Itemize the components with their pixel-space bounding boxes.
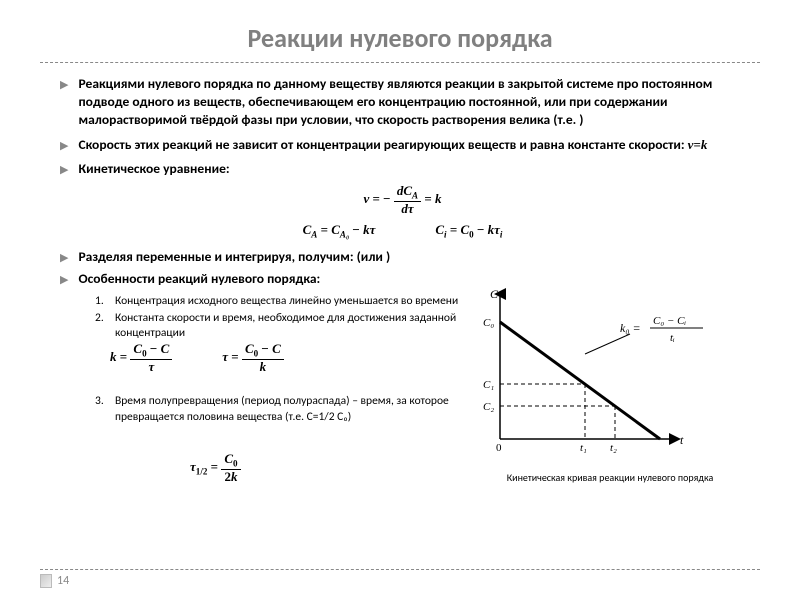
page-number: 14 xyxy=(40,574,760,588)
bullet-3-text: Кинетическое уравнение: xyxy=(78,160,745,178)
divider-top xyxy=(40,62,760,63)
bullet-2-label: Скорость этих реакций не зависит от конц… xyxy=(78,136,687,153)
bullet-4: ▶ Разделяя переменные и интегрируя, полу… xyxy=(60,248,745,266)
sublist-3: 3.Время полупревращения (период полурасп… xyxy=(95,394,475,425)
footer: 14 xyxy=(40,569,760,588)
svg-text:C₀: C₀ xyxy=(483,317,494,329)
svg-text:C₂: C₂ xyxy=(483,401,494,413)
svg-text:t₂: t₂ xyxy=(610,442,617,454)
bullet-2-text: Скорость этих реакций не зависит от конц… xyxy=(78,136,745,154)
svg-text:t₁: t₁ xyxy=(580,442,587,454)
bullet-marker-icon: ▶ xyxy=(60,139,68,154)
bullet-4-label: Разделяя переменные и интегрируя, получи… xyxy=(78,248,353,265)
chart-svg: C C₀ C₁ C₂ 0 t₁ t₂ t k₀ = C₀ − Cᵢ tᵢ xyxy=(465,284,725,464)
svg-text:k₀ =: k₀ = xyxy=(620,321,641,335)
bullet-marker-icon: ▶ xyxy=(60,78,68,93)
svg-text:t: t xyxy=(680,433,684,447)
bullet-marker-icon: ▶ xyxy=(60,273,68,288)
svg-text:tᵢ: tᵢ xyxy=(670,332,675,344)
eq-integrated-pair: CA = CA₀ − kτ Ci = C0 − kτi xyxy=(60,222,745,240)
eq-int-1: CA = CA₀ − kτ xyxy=(303,222,376,240)
sublist-block-2: 3.Время полупревращения (период полурасп… xyxy=(95,394,475,426)
eq-k: k = C0 − Cτ xyxy=(110,342,172,374)
eq-tau: τ = C0 − Ck xyxy=(222,342,284,374)
eq-halflife: τ1/2 = C02k xyxy=(190,452,241,484)
bullet-marker-icon: ▶ xyxy=(60,251,68,266)
sublist-block-1: 1.Концентрация исходного вещества линейн… xyxy=(95,294,475,343)
eq-k-tau-pair: k = C0 − Cτ τ = C0 − Ck xyxy=(110,342,284,374)
sublist-1-text: Концентрация исходного вещества линейно … xyxy=(115,294,458,310)
chart-caption: Кинетическая кривая реакции нулевого пор… xyxy=(465,471,755,484)
svg-text:0: 0 xyxy=(496,442,502,454)
svg-text:C₁: C₁ xyxy=(483,379,494,391)
page-number-text: 14 xyxy=(57,574,69,588)
bullet-1-text: Реакциями нулевого порядка по данному ве… xyxy=(78,75,745,130)
bullet-4-text: Разделяя переменные и интегрируя, получи… xyxy=(78,248,745,266)
svg-text:C: C xyxy=(490,287,499,301)
bullet-1: ▶ Реакциями нулевого порядка по данному … xyxy=(60,75,745,130)
sublist-1: 1.Концентрация исходного вещества линейн… xyxy=(95,294,475,310)
sublist-3-text: Время полупревращения (период полураспад… xyxy=(115,394,475,425)
divider-bottom xyxy=(40,569,760,570)
eq-kinetic: v = − dCAdτ = k xyxy=(60,184,745,216)
sublist-2: 2.Константа скорости и время, необходимо… xyxy=(95,311,475,342)
content-area: ▶ Реакциями нулевого порядка по данному … xyxy=(0,75,800,524)
lower-area: 1.Концентрация исходного вещества линейн… xyxy=(60,294,745,524)
svg-text:C₀ − Cᵢ: C₀ − Cᵢ xyxy=(653,315,686,327)
bullet-2: ▶ Скорость этих реакций не зависит от ко… xyxy=(60,136,745,154)
bullet-4-tail: (или ) xyxy=(354,248,391,265)
sublist-2-text: Константа скорости и время, необходимое … xyxy=(115,311,475,342)
eq-int-2: Ci = C0 − kτi xyxy=(435,222,502,240)
kinetic-chart: C C₀ C₁ C₂ 0 t₁ t₂ t k₀ = C₀ − Cᵢ tᵢ Кин… xyxy=(465,284,755,484)
slide-title: Реакции нулевого порядка xyxy=(0,0,800,62)
bullet-3: ▶ Кинетическое уравнение: xyxy=(60,160,745,178)
bullet-marker-icon: ▶ xyxy=(60,163,68,178)
page-icon xyxy=(40,574,52,588)
eq-vk: v=k xyxy=(688,137,708,152)
